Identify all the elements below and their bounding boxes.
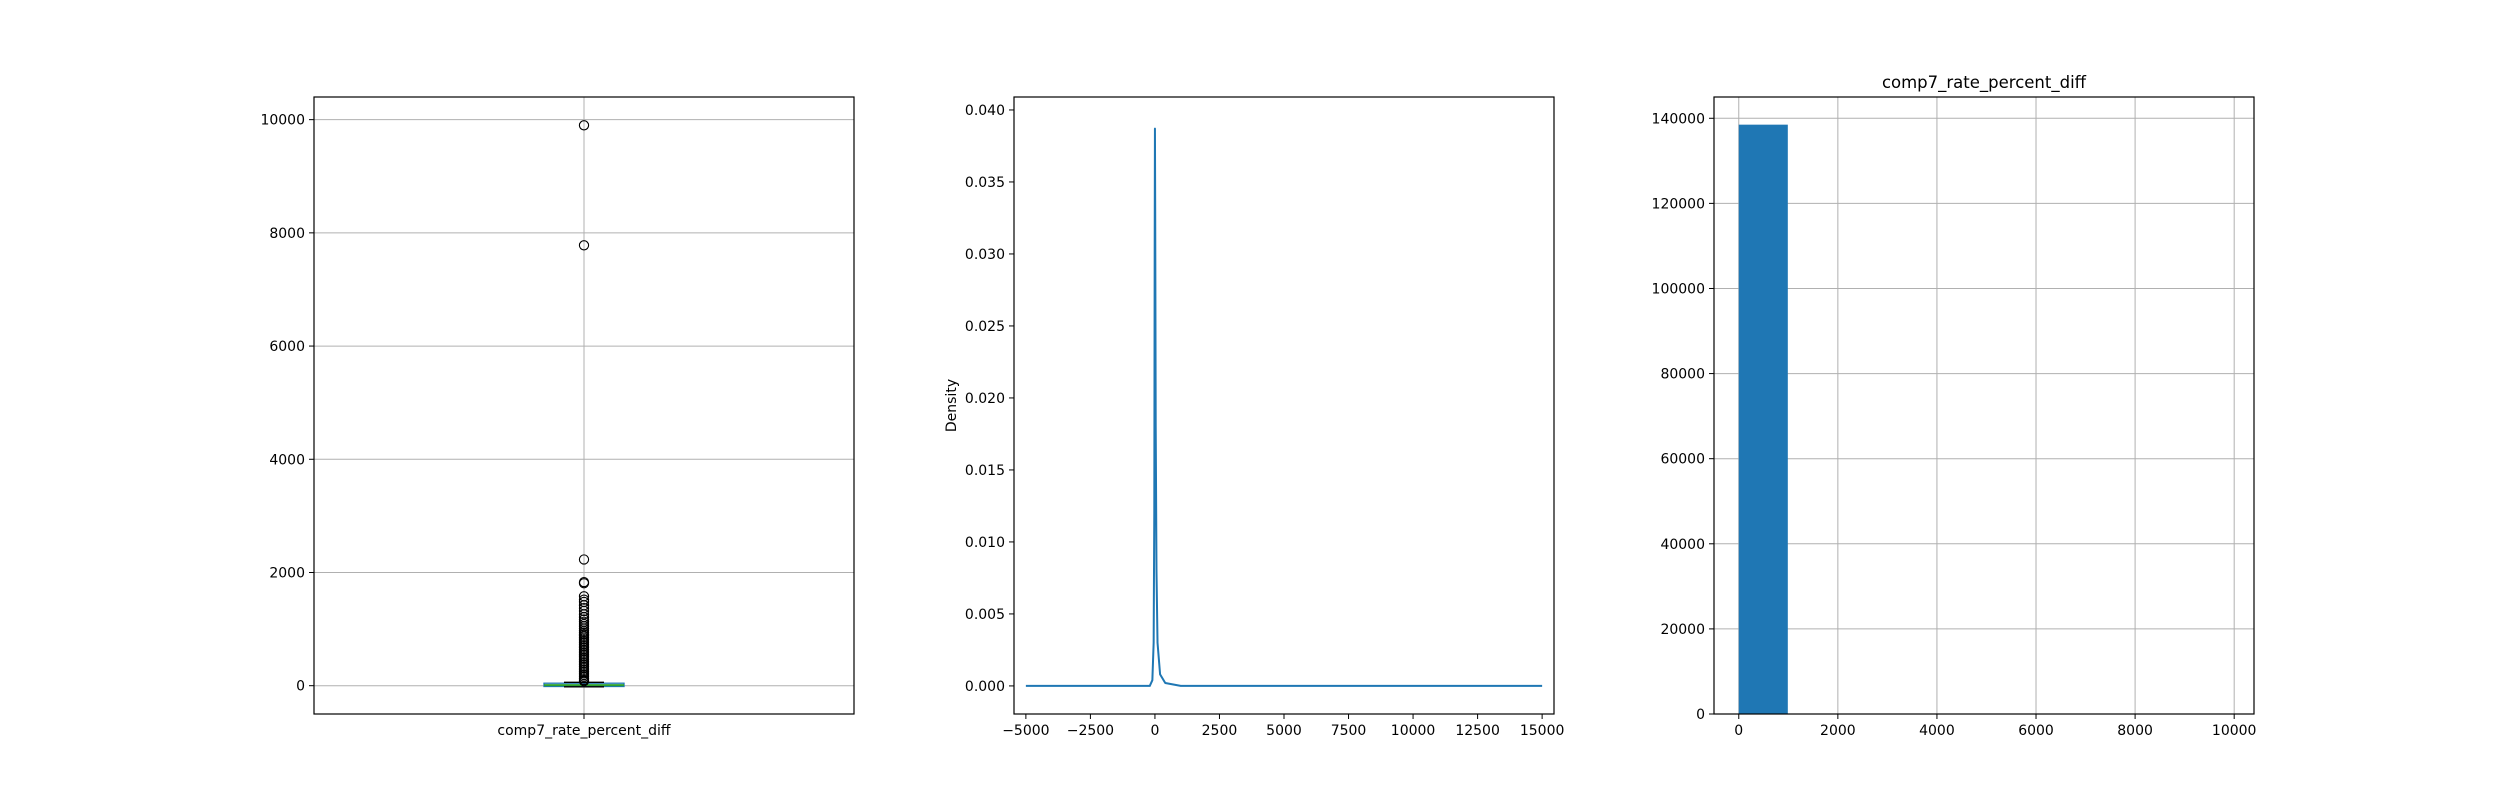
histogram-x-tick-label: 8000 xyxy=(2117,723,2153,739)
boxplot-y-tick-label: 6000 xyxy=(269,339,305,355)
density-y-tick-label: 0.030 xyxy=(965,247,1005,263)
density-x-tick-label: 12500 xyxy=(1455,723,1500,739)
boxplot-y-tick-label: 10000 xyxy=(260,113,305,129)
histogram-title: comp7_rate_percent_diff xyxy=(1882,73,2087,93)
density-x-tick-label: −5000 xyxy=(1002,723,1049,739)
boxplot-x-label: comp7_rate_percent_diff xyxy=(497,723,671,739)
boxplot-outlier-point xyxy=(578,120,590,131)
density-y-tick-label: 0.000 xyxy=(965,679,1005,695)
histogram-panel: 0 2000 4000 6000 8000 10000020000400006000080… xyxy=(1652,73,2257,739)
density-y-tick-label: 0.040 xyxy=(965,103,1005,119)
histogram-y-tick-label: 20000 xyxy=(1660,622,1705,638)
histogram-y-tick-label: 0 xyxy=(1696,707,1705,723)
boxplot-y-tick-label: 0 xyxy=(296,679,305,695)
histogram-x-tick-label: 10000 xyxy=(2212,723,2257,739)
boxplot-y-tick-label: 4000 xyxy=(269,452,305,468)
histogram-y-tick-label: 140000 xyxy=(1652,111,1705,127)
boxplot-outlier-point xyxy=(578,554,590,565)
histogram-y-tick-label: 100000 xyxy=(1652,281,1705,297)
density-y-label: Density xyxy=(944,379,960,432)
histogram-x-tick-label: 0 xyxy=(1734,723,1743,739)
density-x-tick-label: 5000 xyxy=(1266,723,1302,739)
boxplot-outlier-point xyxy=(578,605,590,617)
histogram-x-tick-label: 2000 xyxy=(1820,723,1856,739)
density-x-tick-label: 15000 xyxy=(1520,723,1565,739)
boxplot-outlier-point xyxy=(578,676,590,687)
boxplot-marks xyxy=(543,120,625,688)
density-y-tick-label: 0.025 xyxy=(965,319,1005,335)
boxplot-outlier-point xyxy=(578,240,590,251)
boxplot-y-tick-label: 8000 xyxy=(269,226,305,242)
boxplot-ticks: 0 2000 4000 6000 8000 10000 xyxy=(260,113,585,719)
density-ticks: 0.000 0.005 0.010 0.015 0.020 0.025 0.030 0.035… xyxy=(965,103,1564,739)
histogram-bar xyxy=(1738,124,1788,714)
density-x-tick-label: 7500 xyxy=(1331,723,1367,739)
histogram-y-tick-label: 120000 xyxy=(1652,196,1705,212)
density-y-tick-label: 0.010 xyxy=(965,535,1005,551)
density-x-tick-label: −2500 xyxy=(1067,723,1114,739)
histogram-ticks: 0 2000 4000 6000 8000 10000020000400006000080… xyxy=(1652,111,2257,739)
density-marks xyxy=(1025,127,1543,687)
histogram-y-tick-label: 60000 xyxy=(1660,452,1705,468)
histogram-y-tick-label: 80000 xyxy=(1660,367,1705,383)
histogram-x-tick-label: 4000 xyxy=(1919,723,1955,739)
density-y-tick-label: 0.015 xyxy=(965,463,1005,479)
density-line xyxy=(1025,127,1543,687)
boxplot-y-tick-label: 2000 xyxy=(269,565,305,581)
density-x-tick-label: 0 xyxy=(1150,723,1159,739)
histogram-x-tick-label: 6000 xyxy=(2018,723,2054,739)
density-x-tick-label: 10000 xyxy=(1391,723,1436,739)
boxplot-panel: 0 2000 4000 6000 8000 10000 comp7_rate_percen… xyxy=(260,96,855,739)
density-y-tick-label: 0.005 xyxy=(965,607,1005,623)
boxplot-outlier-point xyxy=(578,578,590,589)
density-x-tick-label: 2500 xyxy=(1202,723,1238,739)
density-y-tick-label: 0.020 xyxy=(965,391,1005,407)
histogram-y-tick-label: 40000 xyxy=(1660,537,1705,553)
density-panel: 0.000 0.005 0.010 0.015 0.020 0.025 0.030 0.035… xyxy=(944,96,1564,739)
histogram-axes-frame xyxy=(1713,96,2255,715)
boxplot-gridlines xyxy=(314,97,854,714)
histogram-marks xyxy=(1738,124,2181,714)
density-y-tick-label: 0.035 xyxy=(965,175,1005,191)
